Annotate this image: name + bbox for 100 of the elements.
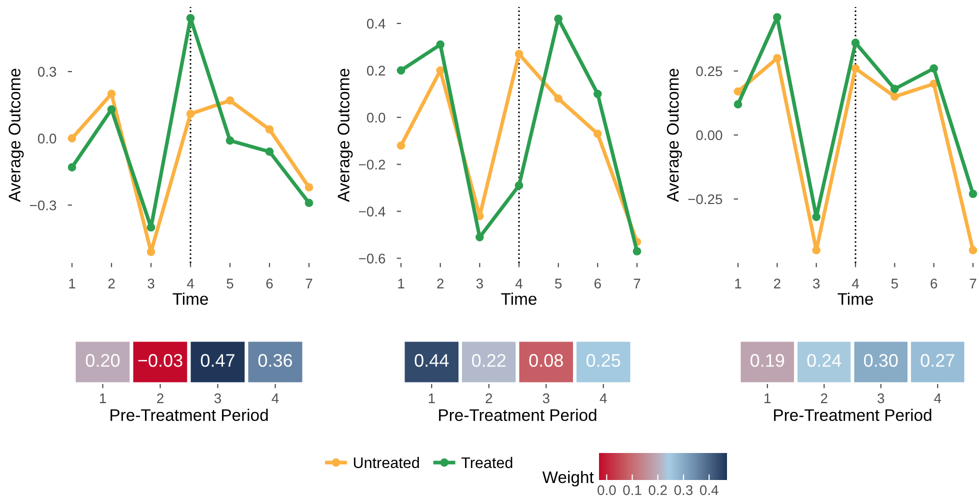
point: [68, 163, 76, 172]
point: [812, 246, 820, 254]
x-tick-label: 4: [272, 394, 279, 404]
data-label: 0.19: [750, 354, 784, 367]
x-tick-label: 3: [878, 393, 884, 404]
x-tick-label: 4: [600, 394, 607, 404]
point: [773, 13, 782, 22]
x-axis-title: Pre-Treatment Period: [774, 408, 932, 421]
point: [812, 212, 820, 222]
data-label: 0.30: [864, 354, 898, 367]
color-bar-title: Weight: [542, 470, 594, 486]
x-tick-label: 4: [186, 278, 194, 288]
data-label: 0.47: [200, 354, 234, 367]
point: [265, 148, 274, 156]
x-tick-label: 7: [306, 278, 312, 288]
x-tick-label: 7: [970, 278, 976, 288]
x-tick-label: 1: [735, 278, 742, 288]
data-label: −0.03: [138, 354, 182, 367]
data-label: 0.20: [86, 354, 120, 367]
point: [476, 233, 484, 242]
y-tick-label: 0.25: [696, 66, 722, 76]
legend-label: Treated: [461, 456, 512, 468]
x-tick-label: 5: [226, 278, 234, 288]
point: [396, 141, 406, 150]
x-tick-label: 5: [555, 278, 562, 288]
y-tick-label: −0.2: [358, 160, 386, 170]
point: [396, 66, 406, 75]
y-tick-label: −0.3: [30, 200, 56, 210]
x-tick-label: 5: [891, 278, 898, 288]
point: [436, 40, 444, 49]
point: [930, 64, 938, 73]
x-tick-label: 1: [764, 394, 771, 404]
legend-label: Untreated: [354, 456, 419, 468]
x-tick-label: 3: [542, 393, 550, 404]
x-tick-label: 6: [594, 278, 601, 288]
x-tick-label: 3: [476, 278, 483, 288]
x-tick-label: 3: [148, 278, 154, 288]
x-tick-label: 3: [214, 393, 221, 404]
point: [186, 14, 195, 22]
x-tick-label: 4: [934, 394, 942, 404]
point: [594, 90, 602, 98]
point: [968, 246, 978, 254]
point: [146, 223, 156, 232]
y-tick-label: 0.00: [696, 130, 722, 140]
y-tick-label: 0.0: [366, 112, 386, 123]
y-tick-label: −0.4: [358, 206, 386, 216]
point: [107, 90, 116, 98]
point: [930, 80, 938, 88]
data-label: 0.22: [472, 354, 506, 367]
point: [554, 94, 562, 103]
point: [226, 96, 234, 105]
x-tick-label: 1: [398, 278, 404, 288]
x-axis-title: Pre-Treatment Period: [110, 408, 268, 421]
x-tick-label: 4: [852, 278, 859, 288]
point: [851, 64, 860, 73]
color-bar-label: 0.2: [648, 485, 667, 496]
point: [514, 181, 524, 190]
point: [554, 14, 562, 23]
x-tick-label: 7: [634, 278, 640, 288]
data-label: 0.44: [414, 354, 449, 367]
x-tick-label: 2: [774, 278, 780, 288]
x-tick-label: 3: [813, 278, 820, 288]
x-tick-label: 2: [157, 393, 164, 404]
x-tick-label: 4: [515, 278, 522, 288]
y-tick-label: 0.3: [38, 66, 56, 77]
point: [226, 136, 234, 145]
x-tick-label: 2: [820, 393, 828, 404]
x-tick-label: 2: [486, 393, 492, 404]
data-label: 0.36: [258, 354, 292, 367]
x-tick-label: 1: [428, 394, 435, 404]
data-label: 0.24: [807, 354, 842, 367]
x-axis-title: Pre-Treatment Period: [439, 408, 596, 421]
point: [734, 87, 742, 96]
point: [968, 190, 978, 198]
y-axis-title: Average Outcome: [666, 68, 682, 202]
point: [594, 130, 602, 138]
y-axis-title: Average Outcome: [338, 68, 353, 202]
x-axis-title: Time: [838, 292, 873, 305]
x-tick-label: 1: [100, 394, 106, 404]
y-axis-title: Average Outcome: [8, 68, 24, 202]
point: [773, 54, 782, 62]
x-tick-label: 6: [266, 278, 273, 288]
x-axis-title: Time: [172, 292, 208, 305]
color-bar-label: 0.0: [598, 485, 616, 496]
y-tick-label: 0.2: [366, 66, 386, 76]
x-tick-label: 6: [930, 278, 938, 288]
point: [890, 92, 899, 101]
point: [146, 248, 156, 256]
data-label: 0.25: [586, 354, 620, 367]
color-bar-label: 0.3: [674, 485, 693, 496]
x-axis-title: Time: [501, 292, 536, 305]
point: [186, 110, 195, 118]
point: [514, 50, 524, 58]
point: [734, 100, 742, 108]
point: [304, 198, 314, 208]
y-tick-label: 0.4: [366, 18, 386, 29]
y-tick-label: −0.25: [688, 194, 722, 204]
color-bar-label: 0.1: [623, 485, 642, 496]
x-tick-label: 2: [108, 278, 115, 288]
point: [632, 247, 642, 256]
